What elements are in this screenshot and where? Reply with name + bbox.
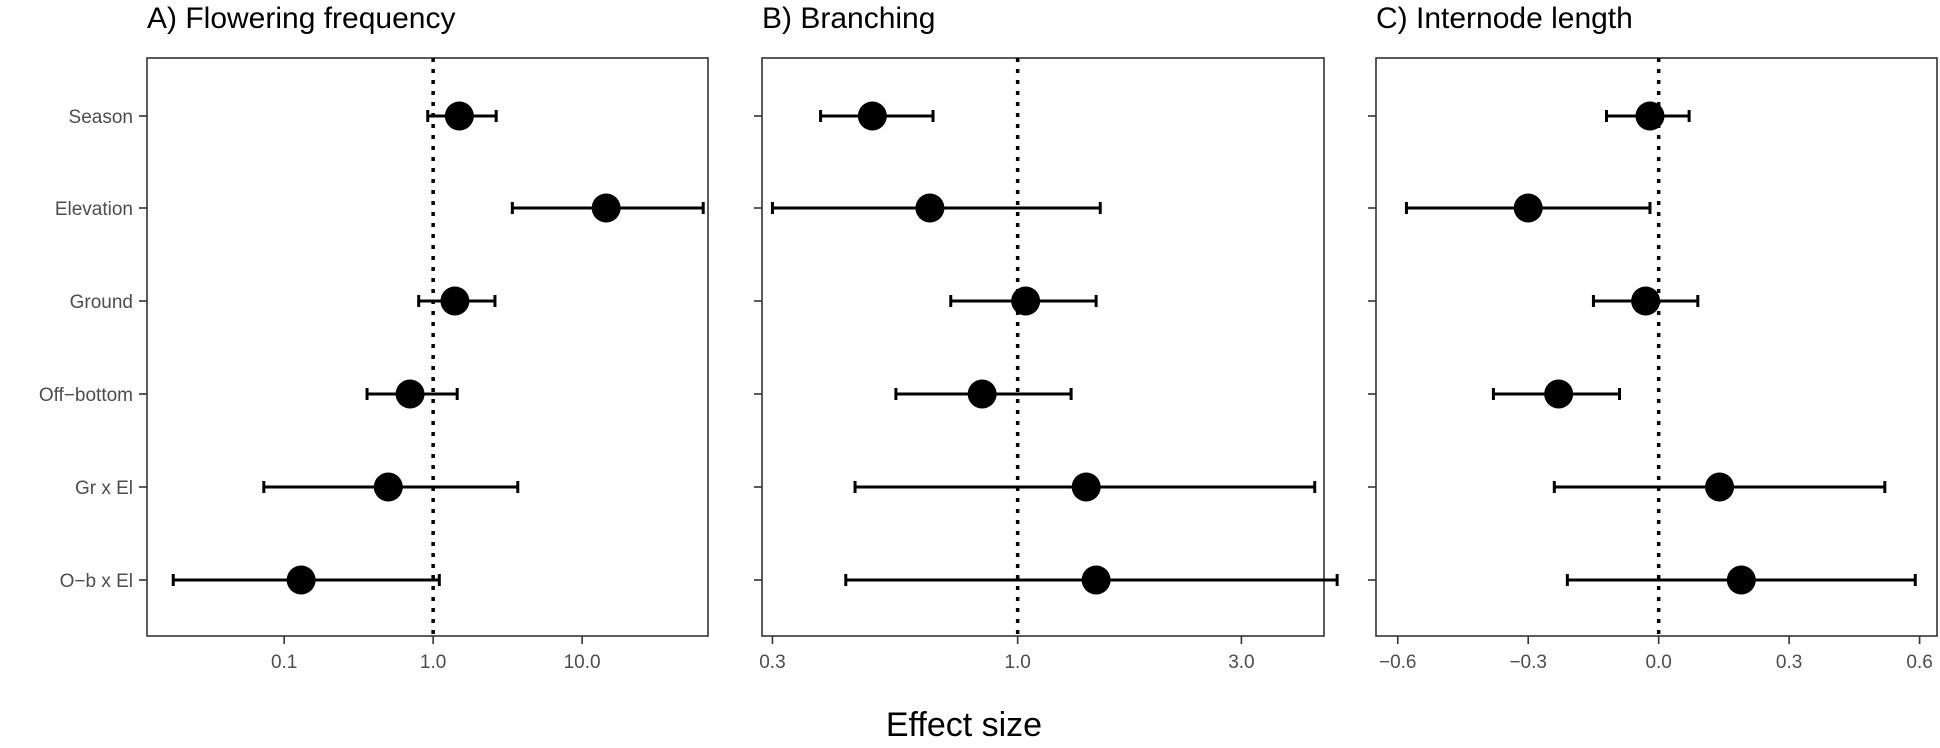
x-tick-label: 0.3: [759, 652, 785, 673]
x-tick-label: 0.0: [1645, 652, 1671, 673]
x-tick-label: 1.0: [1004, 652, 1030, 673]
estimate-point: [1011, 286, 1041, 316]
x-tick-label: −0.6: [1379, 652, 1417, 673]
estimate-point: [915, 193, 945, 223]
y-tick-label: Elevation: [55, 199, 133, 220]
x-tick-label: 10.0: [564, 652, 601, 673]
estimate-point: [857, 101, 887, 131]
estimate-point: [1635, 101, 1665, 131]
estimate-point: [440, 286, 470, 316]
y-tick-label: Off−bottom: [39, 385, 133, 406]
estimate-point: [1726, 565, 1756, 595]
panel-3-border: [1375, 57, 1938, 637]
y-tick-label: Gr x El: [75, 478, 133, 499]
x-tick-label: 0.6: [1906, 652, 1932, 673]
x-axis-title: Effect size: [886, 706, 1042, 744]
estimate-point: [967, 379, 997, 409]
panel-1-title: A) Flowering frequency: [147, 2, 455, 35]
x-tick-label: −0.3: [1509, 652, 1547, 673]
panel-2-title: B) Branching: [762, 2, 935, 35]
estimate-point: [395, 379, 425, 409]
x-tick-label: 0.3: [1776, 652, 1802, 673]
panel-3-title: C) Internode length: [1376, 2, 1633, 35]
y-tick-label: Ground: [70, 292, 133, 313]
y-tick-label: Season: [69, 107, 133, 128]
y-tick-label: O−b x El: [60, 571, 133, 592]
estimate-point: [1544, 379, 1574, 409]
panel-1-border: [146, 57, 709, 637]
estimate-point: [373, 472, 403, 502]
estimate-point: [1631, 286, 1661, 316]
panel-2-border: [761, 57, 1325, 637]
estimate-point: [286, 565, 316, 595]
x-tick-label: 0.1: [271, 652, 297, 673]
x-tick-label: 1.0: [420, 652, 446, 673]
estimate-point: [1071, 472, 1101, 502]
estimate-point: [444, 101, 474, 131]
x-tick-label: 3.0: [1228, 652, 1254, 673]
estimate-point: [591, 193, 621, 223]
estimate-point: [1705, 472, 1735, 502]
estimate-point: [1081, 565, 1111, 595]
estimate-point: [1513, 193, 1543, 223]
